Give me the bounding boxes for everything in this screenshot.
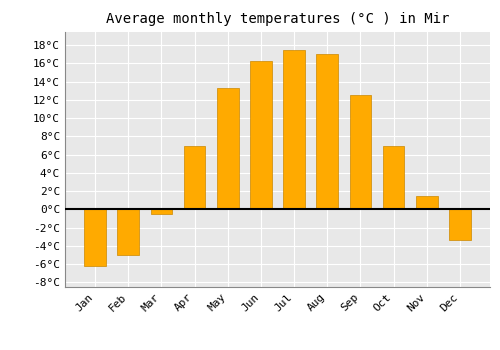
- Bar: [284, 50, 305, 209]
- Bar: [184, 146, 206, 209]
- Bar: [150, 209, 172, 214]
- Bar: [217, 88, 238, 209]
- Bar: [316, 54, 338, 209]
- Title: Average monthly temperatures (°C ) in Mir: Average monthly temperatures (°C ) in Mi…: [106, 12, 449, 26]
- Bar: [383, 146, 404, 209]
- Bar: [250, 61, 272, 209]
- Bar: [416, 196, 438, 209]
- Bar: [118, 209, 139, 255]
- Bar: [350, 95, 371, 209]
- Bar: [84, 209, 106, 266]
- Bar: [449, 209, 470, 239]
